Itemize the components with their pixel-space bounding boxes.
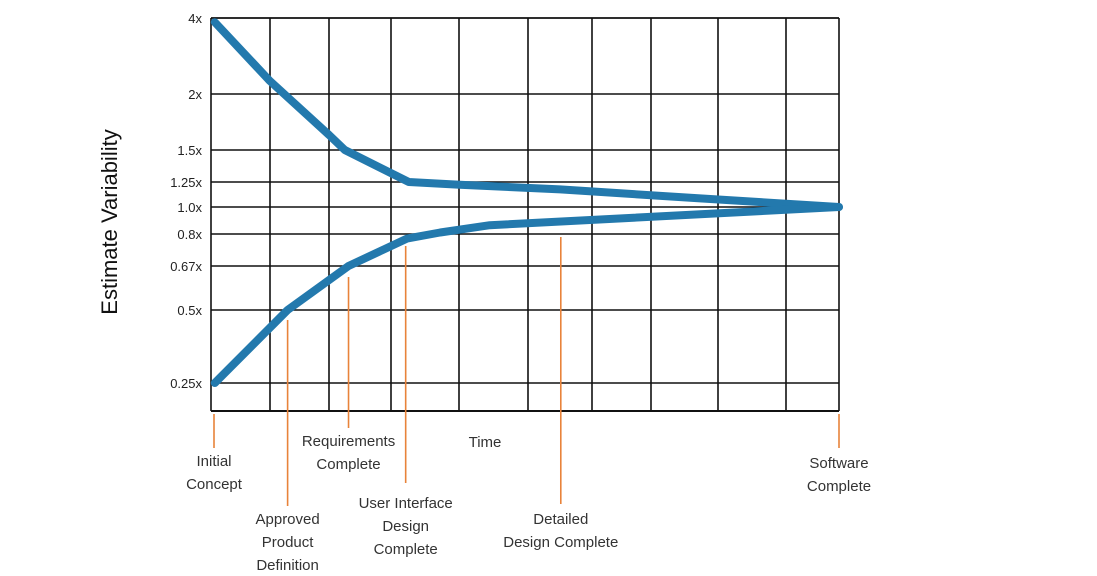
milestone-label-line: Design (382, 518, 429, 535)
milestone-label-line: Complete (316, 456, 380, 473)
series-line-lower-bound (210, 203, 843, 387)
milestone-label-line: Approved (256, 511, 320, 528)
milestone-label-line: Complete (807, 478, 871, 495)
curves (210, 18, 843, 387)
milestone-label: Software Complete (807, 455, 871, 495)
y-tick-label: 1.0x (177, 200, 202, 215)
y-tick-label: 1.25x (170, 175, 202, 190)
milestone-label: Approved Product Definition (256, 511, 320, 574)
y-tick-label: 4x (188, 11, 202, 26)
y-tick-label: 0.67x (170, 259, 202, 274)
milestone-label: Requirements Complete (302, 433, 395, 473)
milestone-label-line: Concept (186, 476, 243, 493)
y-tick-labels: 4x 2x 1.5x 1.25x 1.0x 0.8x 0.67x 0.5x 0.25x (170, 11, 202, 391)
y-tick-label: 0.8x (177, 227, 202, 242)
milestone-lines (213, 237, 840, 506)
milestone-label-line: Detailed (533, 511, 588, 528)
milestone-label: Initial Concept (186, 453, 243, 493)
milestone-label: User Interface Design Complete (359, 495, 453, 558)
milestone-label-line: Requirements (302, 433, 395, 450)
milestone-labels: Initial Concept Approved Product Definition R… (186, 433, 871, 574)
milestone-label-line: Software (809, 455, 868, 472)
y-axis-label: Estimate Variability (97, 129, 122, 314)
milestone-label-line: User Interface (359, 495, 453, 512)
x-axis-label: Time (469, 434, 502, 451)
milestone-label-line: Definition (256, 557, 319, 574)
milestone-label-line: Product (262, 534, 315, 551)
milestone-label-line: Initial (196, 453, 231, 470)
y-tick-label: 2x (188, 87, 202, 102)
milestone-label: Detailed Design Complete (503, 511, 618, 551)
series-line-upper-bound (210, 18, 843, 211)
y-tick-label: 0.25x (170, 376, 202, 391)
grid (210, 17, 840, 412)
milestone-label-line: Complete (374, 541, 438, 558)
y-tick-label: 0.5x (177, 303, 202, 318)
y-tick-label: 1.5x (177, 143, 202, 158)
milestone-label-line: Design Complete (503, 534, 618, 551)
